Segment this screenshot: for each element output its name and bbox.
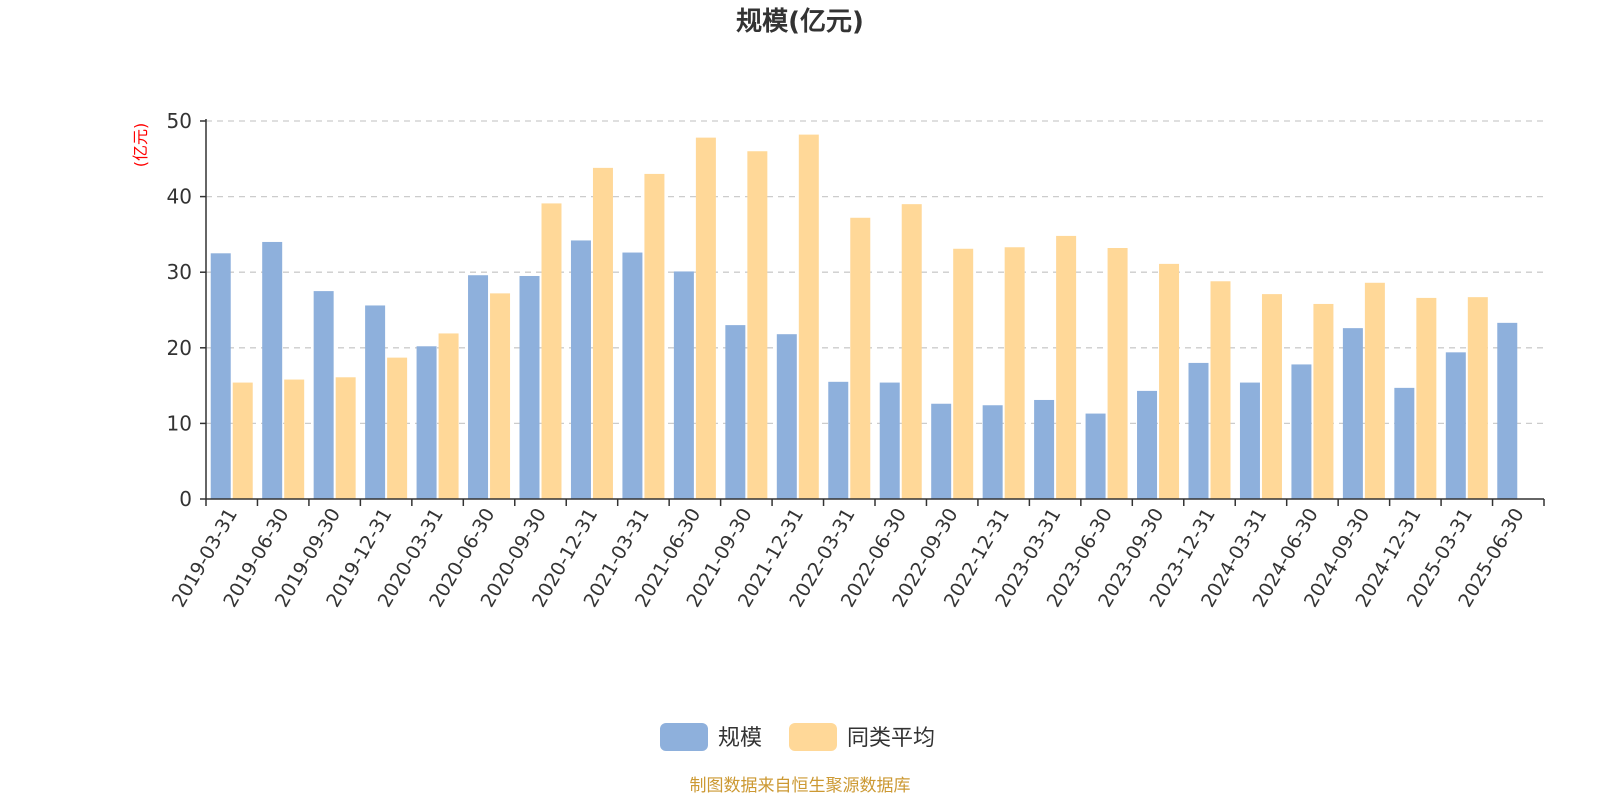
bar-scale: [1188, 362, 1209, 499]
bar-scale: [570, 240, 591, 499]
bar-peer-average: [644, 173, 665, 500]
bar-peer-average: [1004, 247, 1025, 499]
y-axis-unit-label: (亿元): [131, 123, 150, 168]
bar-scale: [776, 334, 797, 499]
bar-scale: [1291, 364, 1312, 499]
bar-scale: [879, 382, 900, 499]
y-tick-labels: 0 10 20 30 40 50: [167, 109, 192, 511]
bar-scale: [982, 405, 1003, 499]
bar-peer-average: [1210, 281, 1231, 499]
bar-peer-average: [490, 293, 511, 499]
bar-peer-average: [1056, 235, 1077, 500]
axes: [200, 119, 1545, 506]
bar-peer-average: [232, 382, 253, 499]
bar-scale: [262, 241, 283, 499]
legend-label-peer-average: 同类平均: [847, 726, 935, 751]
bar-scale: [1394, 387, 1415, 499]
bar-peer-average: [1313, 303, 1334, 499]
bar-peer-average: [798, 134, 819, 499]
legend-swatch-scale: [660, 723, 708, 751]
bar-scale: [416, 346, 437, 499]
y-tick-label: 20: [167, 336, 192, 360]
bar-peer-average: [335, 377, 356, 499]
y-tick-label: 0: [179, 487, 192, 511]
legend-label-scale: 规模: [718, 726, 762, 751]
bar-scale: [1034, 399, 1055, 499]
legend: 规模 同类平均: [660, 723, 935, 751]
bar-scale: [1085, 413, 1106, 499]
bar-scale: [1445, 352, 1466, 499]
bar-peer-average: [901, 204, 922, 499]
legend-swatch-peer-average: [789, 723, 837, 751]
chart-title: 规模(亿元): [736, 7, 864, 37]
bar-peer-average: [284, 379, 305, 499]
bar-scale: [1342, 328, 1363, 499]
bar-scale: [210, 253, 231, 499]
bar-peer-average: [850, 217, 871, 499]
bar-scale: [931, 403, 952, 499]
bar-peer-average: [1261, 294, 1282, 499]
bar-peer-average: [1364, 282, 1385, 499]
bar-scale: [673, 271, 694, 499]
bar-scale: [725, 325, 746, 499]
source-note: 制图数据来自恒生聚源数据库: [690, 776, 911, 796]
bar-scale: [365, 305, 386, 499]
bar-scale: [1497, 322, 1518, 499]
bar-peer-average: [695, 137, 716, 499]
bar-peer-average: [1107, 248, 1128, 499]
bar-peer-average: [1416, 297, 1437, 499]
y-tick-label: 10: [167, 411, 192, 435]
x-tick-labels: 2019-03-312019-06-302019-09-302019-12-31…: [168, 505, 1529, 612]
bar-scale: [1137, 390, 1158, 499]
bar-scale: [622, 252, 643, 499]
bar-peer-average: [953, 248, 974, 499]
bar-peer-average: [747, 151, 768, 500]
bar-scale: [828, 381, 849, 499]
bar-scale: [519, 275, 540, 499]
bar-peer-average: [438, 333, 459, 499]
bar-scale: [313, 291, 334, 499]
bar-scale: [468, 275, 489, 499]
bar-scale: [1239, 382, 1260, 499]
y-tick-label: 30: [167, 260, 192, 284]
y-tick-label: 50: [167, 109, 192, 133]
bar-peer-average: [541, 203, 562, 500]
bar-peer-average: [387, 357, 408, 499]
bars: [210, 134, 1518, 500]
y-tick-label: 40: [167, 185, 192, 209]
bar-peer-average: [592, 167, 613, 499]
bar-peer-average: [1159, 263, 1180, 499]
bar-peer-average: [1467, 297, 1488, 499]
